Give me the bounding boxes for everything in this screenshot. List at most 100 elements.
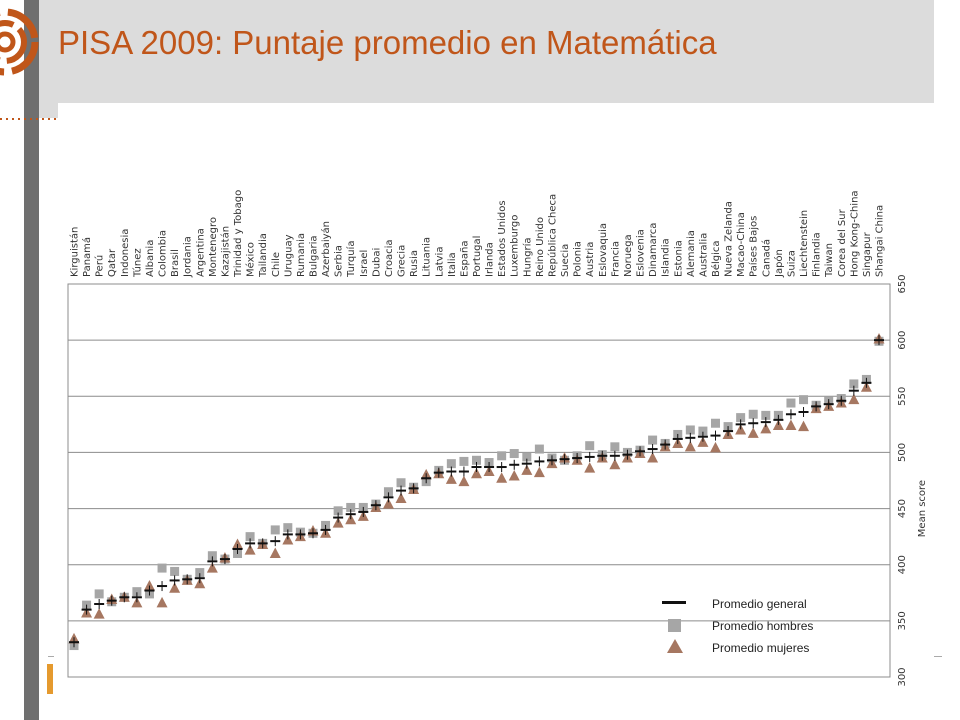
legend-marker-general bbox=[662, 601, 686, 604]
category-label: Jordania bbox=[183, 236, 194, 278]
category-label: Macao-China bbox=[736, 212, 747, 277]
point-mujeres bbox=[747, 427, 759, 438]
point-mujeres bbox=[684, 440, 696, 452]
category-label: España bbox=[459, 241, 470, 277]
category-label: Montenegro bbox=[208, 217, 219, 277]
category-label: Croacia bbox=[384, 239, 395, 277]
point-hombres bbox=[648, 435, 658, 445]
point-hombres bbox=[459, 456, 469, 466]
y-tick-label: 550 bbox=[897, 387, 908, 406]
category-label: Irlanda bbox=[485, 242, 496, 277]
point-hombres bbox=[736, 413, 746, 423]
category-label: Brasil bbox=[170, 249, 181, 277]
point-mujeres bbox=[244, 544, 256, 555]
legend-marker-mujeres bbox=[667, 639, 683, 653]
category-label: Albania bbox=[145, 240, 156, 277]
category-label: Japón bbox=[773, 249, 785, 278]
point-hombres bbox=[509, 449, 519, 459]
category-label: Perú bbox=[94, 255, 106, 277]
point-hombres bbox=[157, 563, 167, 573]
point-hombres bbox=[610, 442, 620, 452]
plot-frame bbox=[67, 283, 891, 678]
point-mujeres bbox=[143, 580, 155, 591]
y-tick-label: 450 bbox=[897, 499, 908, 518]
orange-accent-mark bbox=[47, 664, 53, 694]
category-label: Bélgica bbox=[710, 240, 722, 277]
point-mujeres bbox=[445, 473, 457, 484]
category-label: Panamá bbox=[81, 237, 93, 277]
point-hombres bbox=[283, 523, 293, 533]
spiral-logo-icon bbox=[0, 8, 39, 76]
point-hombres bbox=[761, 410, 771, 420]
point-mujeres bbox=[471, 467, 482, 479]
category-label: Suecia bbox=[560, 244, 571, 277]
point-hombres bbox=[207, 551, 217, 561]
category-label: Estonia bbox=[673, 240, 684, 277]
category-label: Estados Unidos bbox=[497, 200, 508, 277]
category-label: Kirguistán bbox=[69, 227, 81, 277]
point-hombres bbox=[849, 379, 859, 389]
point-hombres bbox=[270, 525, 280, 535]
category-label: Indonesia bbox=[120, 229, 131, 277]
point-mujeres bbox=[156, 596, 168, 608]
category-label: Lituania bbox=[422, 237, 433, 277]
point-hombres bbox=[396, 478, 406, 488]
y-tick-label: 400 bbox=[897, 555, 908, 574]
point-hombres bbox=[383, 487, 393, 497]
point-hombres bbox=[748, 409, 758, 419]
category-label: Argentina bbox=[195, 228, 206, 277]
category-label: Qatar bbox=[107, 248, 118, 277]
point-hombres bbox=[94, 589, 104, 599]
category-label: Eslovaquia bbox=[598, 223, 609, 277]
category-label: Singapur bbox=[862, 231, 873, 277]
category-label: Túnez bbox=[131, 248, 143, 278]
point-mujeres bbox=[232, 538, 244, 550]
point-mujeres bbox=[533, 466, 545, 478]
point-hombres bbox=[446, 459, 456, 469]
category-label: Azerbaiyán bbox=[320, 221, 332, 277]
category-label: Tailandia bbox=[258, 233, 269, 278]
category-label: Latvia bbox=[434, 247, 445, 277]
y-tick-label: 500 bbox=[897, 443, 908, 462]
header-band bbox=[39, 0, 934, 118]
point-mujeres bbox=[382, 498, 394, 509]
category-label: Portugal bbox=[472, 236, 483, 277]
category-label: Kazajistán bbox=[219, 226, 231, 277]
category-label: Países Bajos bbox=[748, 216, 760, 277]
category-label: Francia bbox=[610, 241, 621, 277]
point-mujeres bbox=[709, 441, 721, 453]
category-label: Reino Unido bbox=[535, 217, 546, 277]
category-label: Liechtenstein bbox=[799, 210, 810, 277]
category-label: México bbox=[245, 242, 257, 277]
right-strip bbox=[934, 0, 960, 100]
category-label: Noruega bbox=[623, 234, 634, 277]
point-hombres bbox=[799, 395, 809, 405]
category-label: Finlandia bbox=[812, 232, 823, 277]
point-hombres bbox=[245, 532, 255, 542]
legend-label: Promedio general bbox=[712, 597, 807, 611]
right-tick-mark bbox=[934, 656, 942, 657]
category-label: Hungría bbox=[521, 237, 533, 277]
point-mujeres bbox=[584, 462, 596, 473]
category-label: Alemania bbox=[686, 230, 697, 277]
point-mujeres bbox=[647, 452, 659, 463]
point-hombres bbox=[472, 455, 481, 465]
category-label: Italia bbox=[447, 252, 458, 277]
category-label: Dinamarca bbox=[648, 223, 659, 277]
category-label: Polonia bbox=[573, 241, 584, 277]
category-label: Luxemburgo bbox=[510, 215, 521, 277]
category-label: Eslovenia bbox=[636, 229, 647, 277]
y-tick-label: 600 bbox=[897, 331, 908, 350]
point-hombres bbox=[497, 451, 507, 461]
point-mujeres bbox=[609, 458, 621, 470]
category-label: Australia bbox=[698, 233, 709, 277]
y-tick-label: 350 bbox=[897, 611, 908, 630]
category-label: Islandia bbox=[661, 238, 672, 277]
point-mujeres bbox=[269, 547, 281, 558]
point-hombres bbox=[710, 418, 720, 428]
category-label: Canadá bbox=[760, 239, 772, 277]
category-label: Turquía bbox=[345, 241, 357, 278]
category-label: Hong Kong-China bbox=[849, 190, 860, 277]
point-mujeres bbox=[785, 419, 797, 430]
